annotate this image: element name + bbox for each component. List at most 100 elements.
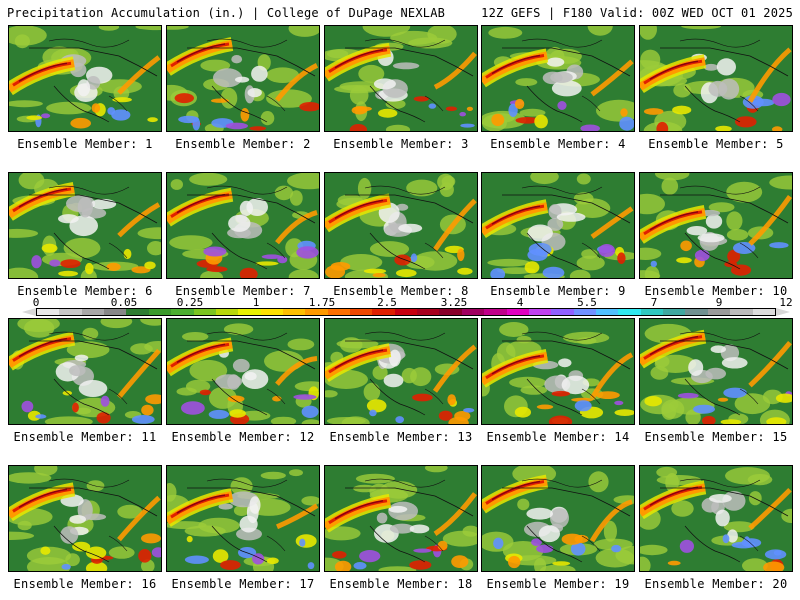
ensemble-member-label: Ensemble Member: 12 — [171, 430, 315, 444]
ensemble-member-label: Ensemble Member: 5 — [648, 137, 784, 151]
colorbar-swatch — [59, 309, 82, 315]
ensemble-map-panel — [639, 172, 793, 279]
colorbar-swatch — [707, 309, 731, 315]
ensemble-member-label: Ensemble Member: 2 — [175, 137, 311, 151]
colorbar-swatch — [640, 309, 664, 315]
ensemble-map-panel — [639, 318, 793, 425]
colorbar-tick-label: 2.5 — [377, 296, 397, 309]
colorbar-swatch — [282, 309, 306, 315]
colorbar-swatch — [506, 309, 529, 315]
ensemble-member-label: Ensemble Member: 1 — [17, 137, 153, 151]
colorbar-tick-label: 3.25 — [440, 296, 468, 309]
ensemble-member-label: Ensemble Member: 9 — [490, 284, 626, 298]
colorbar-swatch — [148, 309, 172, 315]
ensemble-map-panel — [324, 465, 478, 572]
ensemble-map-panel — [481, 25, 635, 132]
colorbar-tick-label: 7 — [650, 296, 658, 309]
ensemble-member-label: Ensemble Member: 13 — [329, 430, 473, 444]
colorbar-tick-label: 5.5 — [577, 296, 597, 309]
colorbar-swatch — [37, 309, 60, 315]
ensemble-member-label: Ensemble Member: 19 — [486, 577, 630, 591]
colorbar-swatch — [260, 309, 283, 315]
colorbar-tick-label: 0.25 — [176, 296, 204, 309]
colorbar-swatch — [215, 309, 239, 315]
precipitation-map — [482, 173, 634, 278]
colorbar-tick-label: 4 — [516, 296, 524, 309]
colorbar-arrow-right — [776, 308, 790, 316]
colorbar-swatch — [439, 309, 462, 315]
ensemble-map-panel — [324, 172, 478, 279]
precipitation-map — [640, 319, 792, 424]
ensemble-map-panel — [8, 172, 162, 279]
colorbar-swatch — [350, 309, 373, 315]
ensemble-member-label: Ensemble Member: 16 — [13, 577, 157, 591]
colorbar-swatch — [551, 309, 574, 315]
colorbar-tick-label: 1 — [252, 296, 260, 309]
header-title: Precipitation Accumulation (in.) | Colle… — [7, 6, 446, 20]
colorbar-swatch — [372, 309, 395, 315]
precipitation-map — [325, 173, 477, 278]
colorbar-swatch — [461, 309, 485, 315]
precipitation-map — [167, 319, 319, 424]
colorbar-tick-label: 9 — [715, 296, 723, 309]
precipitation-map — [482, 466, 634, 571]
precipitation-map — [325, 26, 477, 131]
ensemble-member-label: Ensemble Member: 18 — [329, 577, 473, 591]
precipitation-map — [167, 26, 319, 131]
ensemble-map-panel — [8, 465, 162, 572]
ensemble-member-label: Ensemble Member: 3 — [333, 137, 469, 151]
colorbar-swatch — [417, 309, 440, 315]
precipitation-map — [640, 466, 792, 571]
ensemble-member-label: Ensemble Member: 11 — [13, 430, 157, 444]
colorbar-swatch — [752, 309, 775, 315]
ensemble-map-panel — [166, 25, 320, 132]
header-run-info: 12Z GEFS | F180 Valid: 00Z WED OCT 01 20… — [481, 6, 793, 20]
ensemble-map-panel — [324, 318, 478, 425]
precipitation-map — [167, 466, 319, 571]
colorbar-swatch — [595, 309, 619, 315]
ensemble-map-panel — [166, 318, 320, 425]
precipitation-map — [9, 319, 161, 424]
colorbar-swatch — [573, 309, 596, 315]
colorbar-swatch — [193, 309, 216, 315]
ensemble-member-label: Ensemble Member: 14 — [486, 430, 630, 444]
ensemble-member-label: Ensemble Member: 10 — [644, 284, 788, 298]
ensemble-map-panel — [8, 318, 162, 425]
colorbar-arrow-left — [22, 308, 36, 316]
colorbar-tick-label: 0.05 — [110, 296, 138, 309]
precipitation-map — [167, 173, 319, 278]
ensemble-map-panel — [639, 465, 793, 572]
colorbar-swatch — [238, 309, 261, 315]
ensemble-member-label: Ensemble Member: 17 — [171, 577, 315, 591]
ensemble-map-panel — [639, 25, 793, 132]
ensemble-map-panel — [481, 172, 635, 279]
colorbar-swatch — [528, 309, 552, 315]
colorbar-bar — [36, 308, 776, 316]
colorbar-swatch — [327, 309, 351, 315]
colorbar-swatch — [305, 309, 328, 315]
colorbar-swatch — [394, 309, 418, 315]
colorbar-swatch — [81, 309, 105, 315]
precipitation-map — [9, 466, 161, 571]
ensemble-map-panel — [166, 465, 320, 572]
colorbar-tick-label: 1.75 — [308, 296, 336, 309]
precipitation-map — [9, 173, 161, 278]
colorbar-swatch — [484, 309, 507, 315]
colorbar-swatch — [685, 309, 708, 315]
precipitation-map — [640, 26, 792, 131]
colorbar-swatch — [618, 309, 641, 315]
colorbar-swatch — [126, 309, 149, 315]
colorbar-tick-label: 0 — [32, 296, 40, 309]
ensemble-member-label: Ensemble Member: 20 — [644, 577, 788, 591]
precipitation-map — [325, 319, 477, 424]
colorbar-swatch — [663, 309, 686, 315]
precipitation-map — [9, 26, 161, 131]
colorbar: 0 0.05 0.25 1 1.75 2.5 3.25 4 5.5 7 9 12 — [22, 296, 793, 320]
colorbar-swatch — [104, 309, 127, 315]
ensemble-member-label: Ensemble Member: 7 — [175, 284, 311, 298]
ensemble-member-label: Ensemble Member: 6 — [17, 284, 153, 298]
header: Precipitation Accumulation (in.) | Colle… — [0, 0, 800, 24]
precipitation-map — [482, 26, 634, 131]
ensemble-member-label: Ensemble Member: 15 — [644, 430, 788, 444]
ensemble-map-panel — [324, 25, 478, 132]
